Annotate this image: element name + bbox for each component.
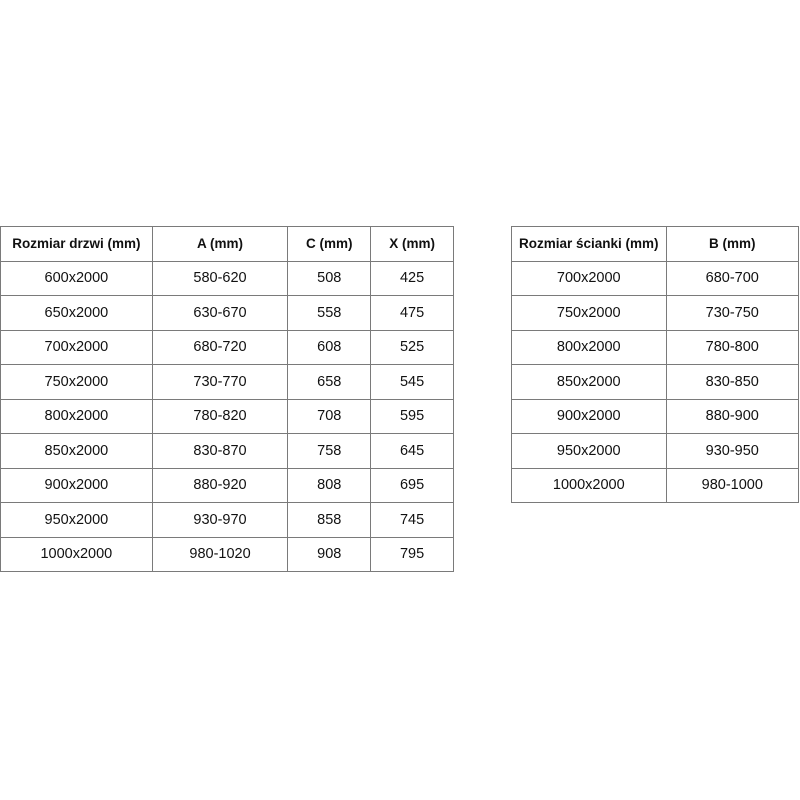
table-cell: 700x2000 bbox=[0, 329, 153, 365]
table-cell: 630-670 bbox=[151, 295, 289, 331]
table-cell: 708 bbox=[287, 398, 372, 434]
table-cell: 800x2000 bbox=[0, 398, 153, 434]
table-cell: 850x2000 bbox=[0, 433, 153, 469]
table-row: 900x2000 880-900 bbox=[511, 398, 800, 434]
table-row: 900x2000 880-920 808 695 bbox=[0, 467, 454, 503]
table-row: 750x2000 730-750 bbox=[511, 295, 800, 331]
column-header: C (mm) bbox=[287, 226, 372, 262]
table-cell: 608 bbox=[287, 329, 372, 365]
table-cell: 850x2000 bbox=[511, 364, 667, 400]
table-row: 650x2000 630-670 558 475 bbox=[0, 295, 454, 331]
table-cell: 830-870 bbox=[151, 433, 289, 469]
table-cell: 980-1000 bbox=[665, 467, 800, 503]
table-cell: 650x2000 bbox=[0, 295, 153, 331]
table-cell: 780-800 bbox=[665, 329, 800, 365]
table-row: 700x2000 680-720 608 525 bbox=[0, 329, 454, 365]
table-cell: 730-750 bbox=[665, 295, 800, 331]
table-cell: 645 bbox=[370, 433, 454, 469]
table-cell: 658 bbox=[287, 364, 372, 400]
table-cell: 758 bbox=[287, 433, 372, 469]
table-row: 600x2000 580-620 508 425 bbox=[0, 260, 454, 296]
table-cell: 695 bbox=[370, 467, 454, 503]
table-cell: 930-950 bbox=[665, 433, 800, 469]
table-cell: 930-970 bbox=[151, 502, 289, 538]
table-cell: 600x2000 bbox=[0, 260, 153, 296]
column-header: Rozmiar drzwi (mm) bbox=[0, 226, 153, 262]
table-header-row: Rozmiar ścianki (mm) B (mm) bbox=[511, 226, 800, 262]
table-cell: 908 bbox=[287, 536, 372, 572]
table-cell: 475 bbox=[370, 295, 454, 331]
door-size-table: Rozmiar drzwi (mm) A (mm) C (mm) X (mm) 600… bbox=[0, 226, 454, 572]
table-header-row: Rozmiar drzwi (mm) A (mm) C (mm) X (mm) bbox=[0, 226, 454, 262]
table-cell: 508 bbox=[287, 260, 372, 296]
table-cell: 545 bbox=[370, 364, 454, 400]
table-cell: 558 bbox=[287, 295, 372, 331]
table-cell: 425 bbox=[370, 260, 454, 296]
column-header: B (mm) bbox=[665, 226, 800, 262]
table-cell: 1000x2000 bbox=[0, 536, 153, 572]
table-row: 850x2000 830-870 758 645 bbox=[0, 433, 454, 469]
table-cell: 795 bbox=[370, 536, 454, 572]
table-cell: 880-920 bbox=[151, 467, 289, 503]
table-cell: 830-850 bbox=[665, 364, 800, 400]
table-row: 1000x2000 980-1000 bbox=[511, 467, 800, 503]
table-cell: 900x2000 bbox=[511, 398, 667, 434]
table-cell: 900x2000 bbox=[0, 467, 153, 503]
table-row: 1000x2000 980-1020 908 795 bbox=[0, 536, 454, 572]
table-row: 850x2000 830-850 bbox=[511, 364, 800, 400]
table-cell: 680-700 bbox=[665, 260, 800, 296]
table-cell: 950x2000 bbox=[511, 433, 667, 469]
column-header: A (mm) bbox=[151, 226, 289, 262]
table-cell: 680-720 bbox=[151, 329, 289, 365]
table-cell: 800x2000 bbox=[511, 329, 667, 365]
table-cell: 700x2000 bbox=[511, 260, 667, 296]
table-cell: 780-820 bbox=[151, 398, 289, 434]
table-cell: 858 bbox=[287, 502, 372, 538]
table-cell: 525 bbox=[370, 329, 454, 365]
table-cell: 580-620 bbox=[151, 260, 289, 296]
table-cell: 950x2000 bbox=[0, 502, 153, 538]
table-row: 950x2000 930-970 858 745 bbox=[0, 502, 454, 538]
table-cell: 730-770 bbox=[151, 364, 289, 400]
table-row: 800x2000 780-820 708 595 bbox=[0, 398, 454, 434]
table-cell: 980-1020 bbox=[151, 536, 289, 572]
table-cell: 745 bbox=[370, 502, 454, 538]
table-row: 950x2000 930-950 bbox=[511, 433, 800, 469]
wall-size-table: Rozmiar ścianki (mm) B (mm) 700x2000 680-7… bbox=[511, 226, 800, 503]
table-cell: 750x2000 bbox=[0, 364, 153, 400]
table-cell: 1000x2000 bbox=[511, 467, 667, 503]
table-cell: 595 bbox=[370, 398, 454, 434]
table-row: 800x2000 780-800 bbox=[511, 329, 800, 365]
table-row: 750x2000 730-770 658 545 bbox=[0, 364, 454, 400]
column-header: X (mm) bbox=[370, 226, 454, 262]
table-cell: 808 bbox=[287, 467, 372, 503]
table-cell: 880-900 bbox=[665, 398, 800, 434]
table-cell: 750x2000 bbox=[511, 295, 667, 331]
table-row: 700x2000 680-700 bbox=[511, 260, 800, 296]
column-header: Rozmiar ścianki (mm) bbox=[511, 226, 667, 262]
